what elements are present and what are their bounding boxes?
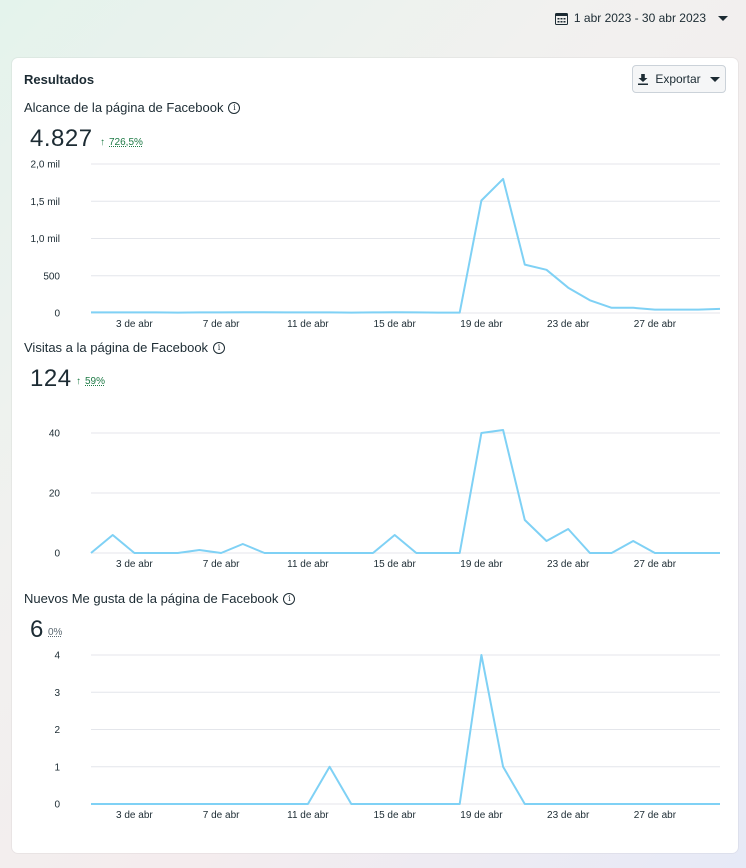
arrow-up-icon: ↑ [76,376,81,387]
results-card: Resultados Exportar Alcance de la página… [12,58,738,853]
date-range-label: 1 abr 2023 - 30 abr 2023 [573,11,706,25]
calendar-icon [554,12,568,25]
info-icon[interactable]: i [213,341,226,354]
export-label: Exportar [655,72,701,86]
chevron-down-icon [709,76,720,82]
x-tick-label: 3 de abr [116,319,153,330]
visits-title-label: Visitas a la página de Facebook [24,340,209,355]
x-tick-label: 11 de abr [287,319,329,330]
series-line [90,429,720,554]
y-tick-label: 0 [54,549,60,560]
x-tick-label: 19 de abr [460,810,503,821]
reach-title-label: Alcance de la página de Facebook [24,100,224,115]
x-tick-label: 23 de abr [547,559,590,570]
x-tick-label: 19 de abr [460,559,503,570]
reach-value: 4.827 [30,125,93,152]
visits-chart: 0 20 40 3 de abr 7 de abr 11 de abr 15 de abr 1… [49,429,720,570]
x-tick-label: 3 de abr [116,810,153,821]
x-tick-label: 19 de abr [460,319,503,330]
series-line [91,177,721,314]
series-line [91,654,720,805]
y-tick-label: 3 [54,688,60,699]
y-tick-label: 1 [54,762,60,773]
results-title: Resultados [24,72,95,87]
arrow-up-icon: ↑ [100,137,105,148]
reach-metric-title: Alcance de la página de Facebook i [24,100,241,115]
y-tick-label: 2,0 mil [31,160,60,171]
likes-metric-title: Nuevos Me gusta de la página de Facebook… [24,591,296,606]
x-tick-label: 11 de abr [287,810,329,821]
x-tick-label: 3 de abr [116,559,153,570]
reach-delta: ↑ 726,5% [100,137,143,148]
y-tick-label: 4 [54,651,60,662]
y-tick-label: 1,5 mil [31,197,60,208]
x-tick-label: 27 de abr [634,559,677,570]
x-tick-label: 15 de abr [374,810,417,821]
x-tick-label: 15 de abr [374,559,417,570]
info-icon[interactable]: i [283,592,296,605]
y-tick-label: 40 [49,429,61,440]
reach-delta-value[interactable]: 726,5% [109,137,143,148]
likes-chart: 0 1 2 3 4 3 de abr 7 de abr 11 de abr 15 de abr 1… [54,651,720,821]
visits-metric-title: Visitas a la página de Facebook i [24,340,226,355]
chevron-down-icon [718,15,728,21]
likes-value: 6 [30,616,44,643]
x-tick-label: 15 de abr [374,319,417,330]
x-tick-label: 23 de abr [547,810,590,821]
visits-delta-value[interactable]: 59% [85,376,106,387]
visits-value: 124 [30,365,72,392]
x-tick-label: 23 de abr [547,319,590,330]
reach-chart: 0 500 1,0 mil 1,5 mil 2,0 mil 3 de abr 7 de ab… [31,160,721,330]
x-tick-label: 27 de abr [634,810,677,821]
likes-title-label: Nuevos Me gusta de la página de Facebook [24,591,279,606]
visits-delta: ↑ 59% [76,376,105,387]
y-tick-label: 20 [49,489,61,500]
date-range-picker[interactable]: 1 abr 2023 - 30 abr 2023 [554,8,728,28]
x-tick-label: 7 de abr [203,810,240,821]
y-tick-label: 0 [54,800,60,811]
y-tick-label: 2 [54,725,60,736]
x-tick-label: 27 de abr [634,319,677,330]
export-button[interactable]: Exportar [632,65,726,93]
likes-delta-value[interactable]: 0% [48,627,63,638]
info-icon[interactable]: i [228,101,241,114]
y-tick-label: 500 [43,271,60,282]
y-tick-label: 1,0 mil [31,234,60,245]
x-tick-label: 11 de abr [287,559,329,570]
x-tick-label: 7 de abr [203,319,240,330]
x-tick-label: 7 de abr [203,559,240,570]
likes-delta: 0% [48,627,62,638]
download-icon [638,73,649,85]
y-tick-label: 0 [54,309,60,320]
